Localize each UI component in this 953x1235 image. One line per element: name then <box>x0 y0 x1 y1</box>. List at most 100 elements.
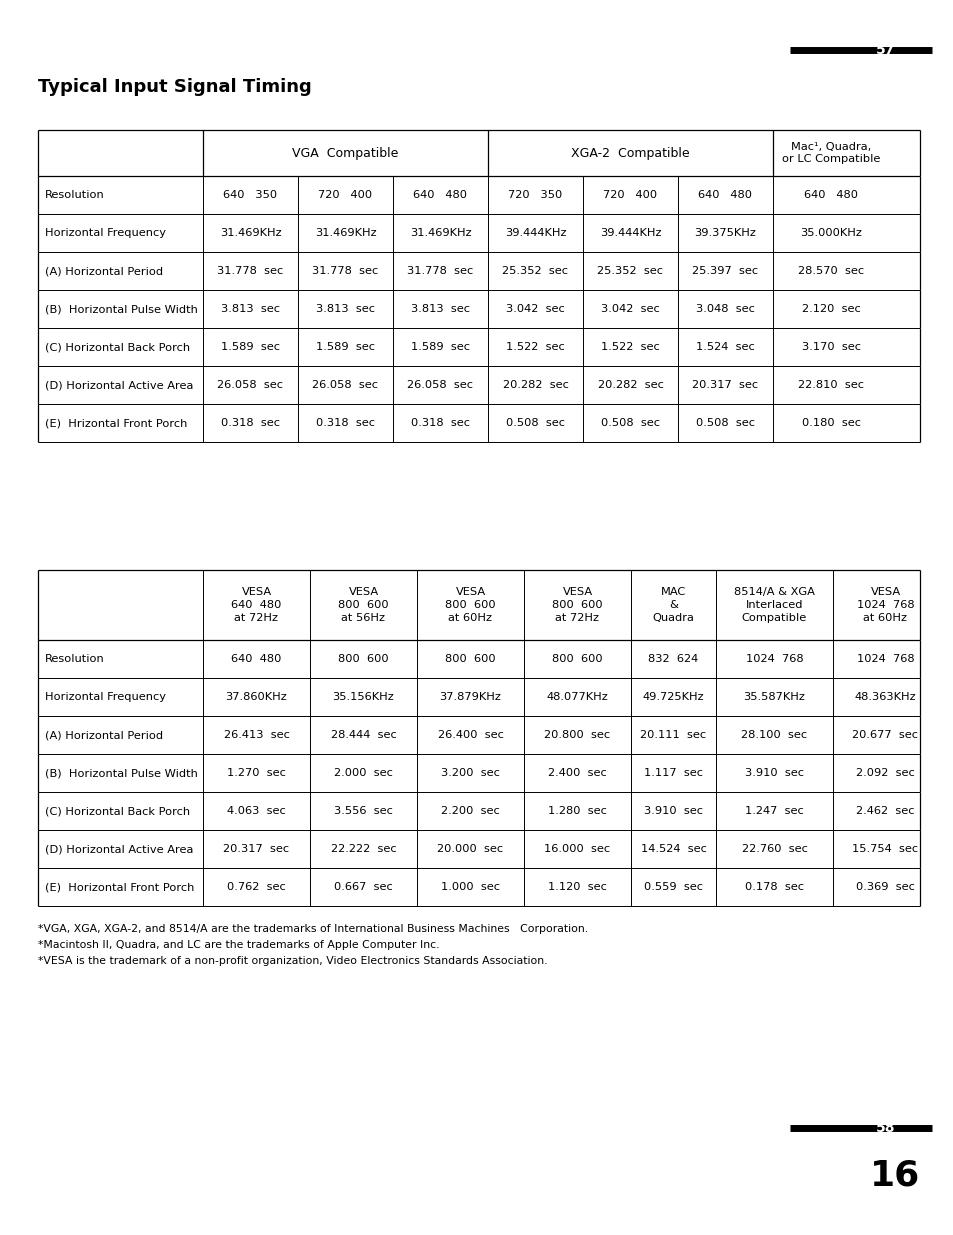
Text: 31.778  sec: 31.778 sec <box>407 266 473 275</box>
Text: 31.778  sec: 31.778 sec <box>217 266 283 275</box>
Text: 28.570  sec: 28.570 sec <box>798 266 863 275</box>
Text: (D) Horizontal Active Area: (D) Horizontal Active Area <box>45 380 193 390</box>
Text: 20.800  sec: 20.800 sec <box>544 730 610 740</box>
Text: 3.042  sec: 3.042 sec <box>600 304 659 314</box>
Text: 15.754  sec: 15.754 sec <box>852 844 918 853</box>
Text: (C) Horizontal Back Porch: (C) Horizontal Back Porch <box>45 806 190 816</box>
Text: 22.760  sec: 22.760 sec <box>740 844 806 853</box>
Text: 8514/A & XGA
Interlaced
Compatible: 8514/A & XGA Interlaced Compatible <box>733 587 814 624</box>
Text: 31.469KHz: 31.469KHz <box>314 228 375 238</box>
Text: 39.444KHz: 39.444KHz <box>504 228 566 238</box>
Text: 48.363KHz: 48.363KHz <box>854 692 915 701</box>
Text: Horizontal Frequency: Horizontal Frequency <box>45 692 166 701</box>
Text: 20.111  sec: 20.111 sec <box>639 730 706 740</box>
Text: VESA
640  480
at 72Hz: VESA 640 480 at 72Hz <box>231 587 281 624</box>
Text: 20.317  sec: 20.317 sec <box>223 844 290 853</box>
Text: 26.058  sec: 26.058 sec <box>217 380 283 390</box>
Text: (E)  Hrizontal Front Porch: (E) Hrizontal Front Porch <box>45 417 187 429</box>
Text: VESA
800  600
at 60Hz: VESA 800 600 at 60Hz <box>445 587 496 624</box>
Text: 31.778  sec: 31.778 sec <box>312 266 378 275</box>
Text: VESA
800  600
at 56Hz: VESA 800 600 at 56Hz <box>337 587 389 624</box>
Text: 25.352  sec: 25.352 sec <box>502 266 568 275</box>
Text: 4.063  sec: 4.063 sec <box>227 806 286 816</box>
Text: 3.170  sec: 3.170 sec <box>801 342 861 352</box>
Text: 640   480: 640 480 <box>413 190 467 200</box>
Text: (C) Horizontal Back Porch: (C) Horizontal Back Porch <box>45 342 190 352</box>
Text: (B)  Horizontal Pulse Width: (B) Horizontal Pulse Width <box>45 768 197 778</box>
Text: Resolution: Resolution <box>45 190 105 200</box>
Text: VESA
1024  768
at 60Hz: VESA 1024 768 at 60Hz <box>856 587 913 624</box>
Text: 3.813  sec: 3.813 sec <box>221 304 280 314</box>
Text: 2.400  sec: 2.400 sec <box>548 768 606 778</box>
Text: 3.910  sec: 3.910 sec <box>643 806 702 816</box>
Text: 20.677  sec: 20.677 sec <box>852 730 918 740</box>
Text: 25.397  sec: 25.397 sec <box>692 266 758 275</box>
Text: 0.178  sec: 0.178 sec <box>744 882 803 892</box>
Text: 3.813  sec: 3.813 sec <box>315 304 375 314</box>
Text: 0.508  sec: 0.508 sec <box>600 417 659 429</box>
Text: 640   350: 640 350 <box>223 190 277 200</box>
Text: 37.879KHz: 37.879KHz <box>439 692 501 701</box>
Text: Resolution: Resolution <box>45 655 105 664</box>
Text: (D) Horizontal Active Area: (D) Horizontal Active Area <box>45 844 193 853</box>
Text: 1024  768: 1024 768 <box>745 655 802 664</box>
Text: 49.725KHz: 49.725KHz <box>642 692 703 701</box>
Text: 26.413  sec: 26.413 sec <box>223 730 289 740</box>
Text: 2.120  sec: 2.120 sec <box>801 304 860 314</box>
Text: 58: 58 <box>875 1121 894 1135</box>
Text: 0.318  sec: 0.318 sec <box>315 417 375 429</box>
Text: MAC
&
Quadra: MAC & Quadra <box>652 587 694 624</box>
Text: 31.469KHz: 31.469KHz <box>219 228 281 238</box>
Text: 14.524  sec: 14.524 sec <box>639 844 706 853</box>
Text: 0.667  sec: 0.667 sec <box>334 882 393 892</box>
Text: 35.156KHz: 35.156KHz <box>333 692 394 701</box>
Text: 0.508  sec: 0.508 sec <box>505 417 564 429</box>
Text: 1.000  sec: 1.000 sec <box>440 882 499 892</box>
Text: 1.120  sec: 1.120 sec <box>547 882 606 892</box>
Text: 1.247  sec: 1.247 sec <box>744 806 803 816</box>
Text: 20.317  sec: 20.317 sec <box>692 380 758 390</box>
Text: 57: 57 <box>875 43 894 57</box>
Text: 0.318  sec: 0.318 sec <box>411 417 470 429</box>
Text: 720   350: 720 350 <box>508 190 562 200</box>
Text: Typical Input Signal Timing: Typical Input Signal Timing <box>38 78 312 96</box>
Text: 832  624: 832 624 <box>648 655 698 664</box>
Text: 22.810  sec: 22.810 sec <box>798 380 863 390</box>
Text: 0.762  sec: 0.762 sec <box>227 882 286 892</box>
Text: 1.117  sec: 1.117 sec <box>643 768 702 778</box>
Text: (A) Horizontal Period: (A) Horizontal Period <box>45 730 163 740</box>
Text: 3.042  sec: 3.042 sec <box>506 304 564 314</box>
Text: Mac¹, Quadra,
or LC Compatible: Mac¹, Quadra, or LC Compatible <box>781 142 880 164</box>
Text: 16.000  sec: 16.000 sec <box>544 844 610 853</box>
Text: 800  600: 800 600 <box>552 655 602 664</box>
Text: 20.282  sec: 20.282 sec <box>502 380 568 390</box>
Text: 2.462  sec: 2.462 sec <box>856 806 914 816</box>
Text: 31.469KHz: 31.469KHz <box>409 228 471 238</box>
Text: 1.522  sec: 1.522 sec <box>506 342 564 352</box>
Text: 16: 16 <box>869 1158 919 1193</box>
Text: 28.444  sec: 28.444 sec <box>331 730 395 740</box>
Text: 1.589  sec: 1.589 sec <box>411 342 470 352</box>
Text: 1024  768: 1024 768 <box>856 655 913 664</box>
Text: 39.444KHz: 39.444KHz <box>599 228 660 238</box>
Text: 26.058  sec: 26.058 sec <box>313 380 378 390</box>
Text: VGA  Compatible: VGA Compatible <box>292 147 398 159</box>
Text: 0.318  sec: 0.318 sec <box>221 417 280 429</box>
Text: 720   400: 720 400 <box>603 190 657 200</box>
Text: 1.270  sec: 1.270 sec <box>227 768 286 778</box>
Text: 640   480: 640 480 <box>698 190 752 200</box>
Text: XGA-2  Compatible: XGA-2 Compatible <box>571 147 689 159</box>
Text: 26.400  sec: 26.400 sec <box>437 730 503 740</box>
Text: (B)  Horizontal Pulse Width: (B) Horizontal Pulse Width <box>45 304 197 314</box>
Text: 2.000  sec: 2.000 sec <box>334 768 393 778</box>
Text: 3.048  sec: 3.048 sec <box>696 304 754 314</box>
Text: 25.352  sec: 25.352 sec <box>597 266 662 275</box>
Text: 3.910  sec: 3.910 sec <box>744 768 803 778</box>
Text: 800  600: 800 600 <box>337 655 389 664</box>
Text: *VGA, XGA, XGA-2, and 8514/A are the trademarks of International Business Machin: *VGA, XGA, XGA-2, and 8514/A are the tra… <box>38 924 587 934</box>
Text: 22.222  sec: 22.222 sec <box>331 844 395 853</box>
Text: (A) Horizontal Period: (A) Horizontal Period <box>45 266 163 275</box>
Text: 1.589  sec: 1.589 sec <box>221 342 280 352</box>
Text: 26.058  sec: 26.058 sec <box>407 380 473 390</box>
Text: *VESA is the trademark of a non-profit organization, Video Electronics Standards: *VESA is the trademark of a non-profit o… <box>38 956 547 966</box>
